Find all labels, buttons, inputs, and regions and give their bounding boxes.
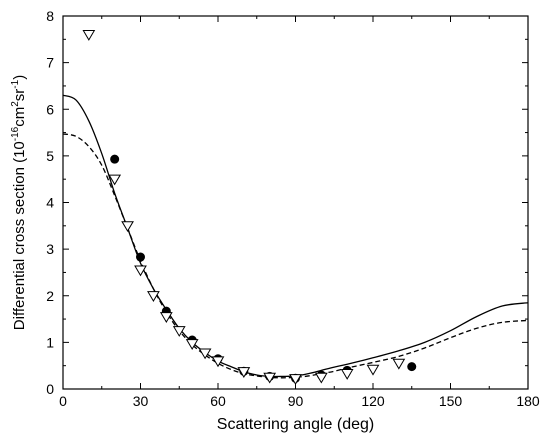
x-axis-title: Scattering angle (deg)	[217, 416, 374, 433]
y-axis-title-main: Differential cross section (10	[11, 141, 28, 330]
open-triangle-point	[172, 326, 186, 337]
y-tick-label: 6	[46, 101, 54, 117]
y-tick-label: 2	[46, 288, 54, 304]
y-tick-label: 5	[46, 148, 54, 164]
open-triangle-point	[314, 372, 328, 384]
curves	[62, 94, 529, 379]
open-triangle-point	[198, 348, 212, 360]
x-tick-label: 60	[210, 393, 226, 409]
open-triangle-point	[211, 356, 225, 368]
y-tick-label: 1	[46, 334, 54, 350]
y-axis-title-exp3: -1	[10, 79, 21, 88]
filled-circle-point	[407, 362, 417, 372]
plot-frame	[62, 15, 529, 390]
x-tick-label: 30	[133, 393, 149, 409]
x-tick-label: 180	[516, 393, 540, 409]
open-triangle-point	[366, 364, 380, 376]
y-axis-title-exp2: 2	[10, 101, 21, 107]
y-axis-title-exp: -16	[10, 126, 21, 141]
open-triangle-point	[121, 221, 134, 233]
open-triangle-point	[185, 339, 199, 350]
x-tick-label: 0	[59, 393, 67, 409]
x-tick-label: 120	[361, 393, 385, 409]
y-tick-label: 4	[46, 195, 54, 211]
y-axis-title-unit1: cm	[11, 107, 28, 127]
x-tick-label: 90	[288, 393, 304, 409]
filled-circle-point	[136, 252, 145, 262]
ticks	[62, 15, 529, 390]
y-tick-label: 7	[46, 55, 54, 71]
open-triangle-point	[392, 358, 406, 370]
y-tick-label: 8	[46, 8, 54, 24]
open-triangle-point	[134, 265, 147, 277]
y-axis-title: Differential cross section (10-16cm2sr-1…	[10, 75, 28, 330]
open-triangle-point	[159, 312, 173, 323]
y-tick-label: 3	[46, 241, 54, 257]
dashed-curve	[62, 133, 529, 379]
open-triangle-point	[263, 372, 277, 384]
open-triangle-point	[147, 291, 160, 302]
y-axis-title-unit2: sr	[11, 89, 28, 102]
x-tick-label: 150	[439, 393, 463, 409]
open-triangle-point	[237, 367, 251, 378]
filled-circle-point	[110, 154, 120, 164]
tick-labels: 0 30 60 90 120 150 180 0 1 2 3 4 5 6 7 8	[46, 8, 540, 409]
y-axis-title-close: )	[11, 75, 28, 80]
open-triangle-point	[108, 174, 122, 186]
markers	[82, 30, 417, 385]
y-tick-label: 0	[46, 381, 54, 397]
open-triangle-point	[340, 368, 354, 380]
open-triangle-point	[289, 374, 302, 385]
open-triangle-point	[82, 30, 96, 41]
solid-curve	[62, 94, 529, 378]
